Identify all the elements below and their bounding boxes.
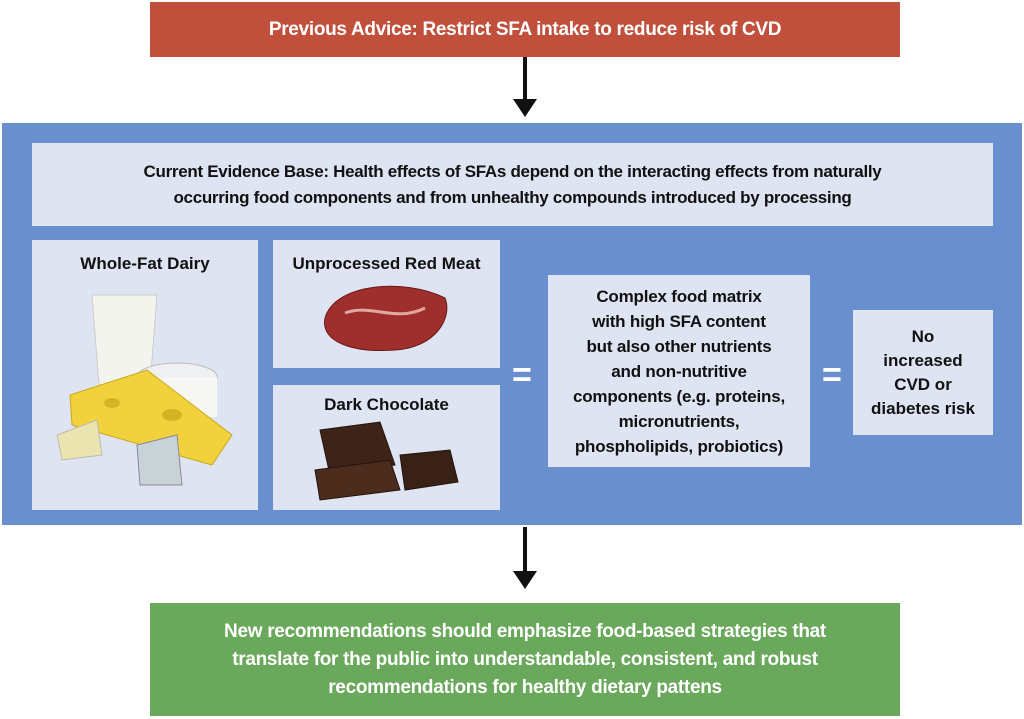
outcome-line: CVD or (894, 374, 952, 394)
chocolate-image (314, 421, 459, 501)
food-label: Unprocessed Red Meat (292, 254, 481, 273)
previous-advice: Previous Advice: Restrict SFA intake to … (150, 2, 900, 57)
matrix-line: but also other nutrients (586, 336, 772, 356)
meat-image (324, 285, 448, 351)
evidence-box: Current Evidence Base: Health effects of… (32, 143, 993, 226)
matrix-box: Complex food matrix with high SFA conten… (548, 275, 810, 467)
matrix-line: with high SFA content (592, 311, 766, 331)
previous-advice-text: Previous Advice: Restrict SFA intake to … (268, 18, 782, 40)
outcome-line: diabetes risk (871, 398, 975, 418)
recommendation-line: New recommendations should emphasize foo… (224, 620, 826, 642)
recommendation-line: translate for the public into understand… (232, 648, 818, 670)
food-label: Whole-Fat Dairy (80, 254, 210, 273)
matrix-line: micronutrients, (618, 411, 740, 431)
evidence-line: Current Evidence Base: Health effects of… (143, 161, 882, 181)
outcome-line: No (911, 326, 935, 346)
equals-sign: = (822, 356, 842, 394)
evidence-line: occurring food components and from unhea… (173, 187, 852, 207)
outcome-box: No increased CVD or diabetes risk (853, 310, 993, 435)
dairy-image (56, 294, 233, 486)
recommendation-box: New recommendations should emphasize foo… (150, 603, 900, 716)
arrow-down (513, 527, 537, 589)
matrix-line: phospholipids, probiotics) (574, 436, 784, 456)
equals-sign: = (512, 356, 532, 394)
arrow-down (513, 57, 537, 117)
outcome-line: increased (883, 350, 963, 370)
recommendation-line: recommendations for healthy dietary patt… (328, 676, 722, 698)
food-label: Dark Chocolate (324, 395, 449, 414)
matrix-line: Complex food matrix (596, 286, 762, 306)
matrix-line: and non-nutritive (611, 361, 747, 381)
matrix-line: components (e.g. proteins, (572, 386, 786, 406)
